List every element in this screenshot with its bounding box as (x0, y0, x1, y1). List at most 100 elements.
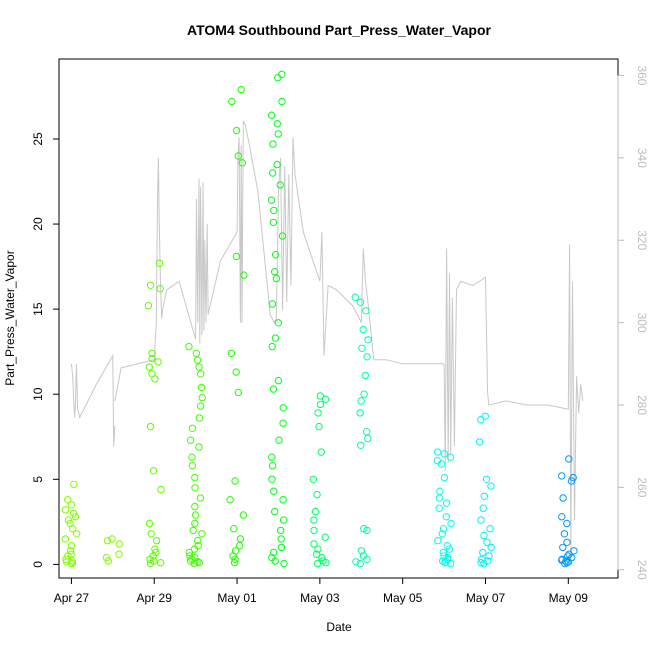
data-point (314, 409, 322, 417)
data-point (274, 376, 283, 385)
data-point (61, 506, 70, 514)
data-point (115, 540, 124, 548)
y2-tick-label: 280 (635, 395, 649, 415)
data-point (115, 550, 123, 558)
data-point (310, 516, 318, 524)
data-point (191, 511, 200, 519)
data-point (268, 300, 277, 308)
data-point (70, 480, 78, 489)
data-point (198, 393, 206, 402)
data-point (442, 513, 450, 521)
data-point (570, 547, 578, 555)
series-apr-30 (185, 342, 206, 568)
data-point (269, 548, 278, 557)
flight-track-segment (443, 248, 489, 471)
data-point (433, 456, 442, 465)
data-point (191, 502, 199, 511)
data-point (314, 545, 322, 553)
data-point (192, 349, 201, 358)
data-point (439, 525, 448, 533)
data-point (318, 553, 326, 562)
data-point (279, 516, 288, 524)
data-point (268, 462, 277, 470)
data-point (440, 552, 448, 560)
data-point (487, 543, 495, 552)
data-point (442, 499, 451, 507)
flight-track-layer (70, 120, 584, 554)
data-point (277, 526, 285, 535)
x-axis: Apr 27 Apr 29 May 01 May 03 May 05 May 07 May … (54, 577, 588, 605)
data-point (67, 501, 76, 509)
data-point (197, 370, 205, 378)
data-point (152, 536, 161, 545)
data-point (232, 252, 241, 261)
data-point (440, 473, 449, 482)
y-tick-label: 15 (31, 302, 45, 316)
data-point (151, 545, 159, 553)
flight-track-segment (275, 137, 325, 356)
data-point (436, 487, 444, 495)
data-point (66, 547, 75, 555)
data-point (268, 342, 276, 351)
data-point (191, 484, 199, 492)
series-may-06 (433, 448, 455, 568)
data-point (565, 550, 573, 558)
data-point (563, 519, 571, 528)
data-point (564, 552, 572, 560)
data-point (67, 542, 76, 550)
data-point (156, 559, 165, 567)
data-point (268, 553, 276, 562)
data-point (73, 530, 81, 538)
data-point (152, 548, 160, 557)
data-point (569, 473, 577, 482)
data-point (149, 467, 158, 475)
data-point (186, 552, 194, 560)
data-point (188, 424, 197, 432)
data-point (279, 404, 287, 412)
data-point (231, 547, 240, 555)
data-point (313, 490, 321, 499)
chart-title: ATOM4 Southbound Part_Press_Water_Vapor (187, 22, 491, 38)
data-point (145, 363, 154, 371)
data-point (443, 542, 451, 550)
data-point (277, 543, 286, 552)
data-point (321, 533, 329, 541)
data-point (239, 511, 248, 519)
data-point (271, 268, 279, 276)
x-tick-label: Apr 29 (137, 591, 173, 605)
data-point (226, 496, 234, 504)
data-point (356, 298, 365, 306)
series-may-09 (558, 455, 578, 568)
data-point (108, 535, 116, 543)
y-tick-label: 5 (31, 476, 45, 483)
y-tick-label: 10 (31, 387, 45, 401)
data-point (64, 516, 73, 524)
data-point (357, 397, 365, 405)
data-point (227, 349, 236, 358)
data-point (195, 363, 203, 371)
data-point (310, 526, 318, 535)
data-point (269, 218, 278, 227)
data-point (67, 559, 76, 567)
data-point (558, 555, 566, 563)
data-point (477, 559, 485, 567)
data-point (194, 542, 202, 550)
data-point (351, 293, 359, 301)
data-point (269, 169, 277, 177)
data-point (230, 525, 238, 533)
data-point (562, 557, 570, 565)
data-point (271, 251, 280, 259)
data-point (482, 475, 491, 483)
data-point (228, 97, 236, 106)
data-point (268, 453, 276, 461)
data-point (438, 530, 446, 538)
data-point (273, 120, 281, 128)
data-point (267, 111, 276, 119)
data-point (191, 553, 199, 562)
data-point (275, 436, 283, 444)
scatter-points-layer (61, 70, 578, 568)
data-point (146, 422, 155, 431)
data-point (197, 383, 206, 392)
data-point (559, 494, 567, 502)
data-point (565, 455, 573, 463)
